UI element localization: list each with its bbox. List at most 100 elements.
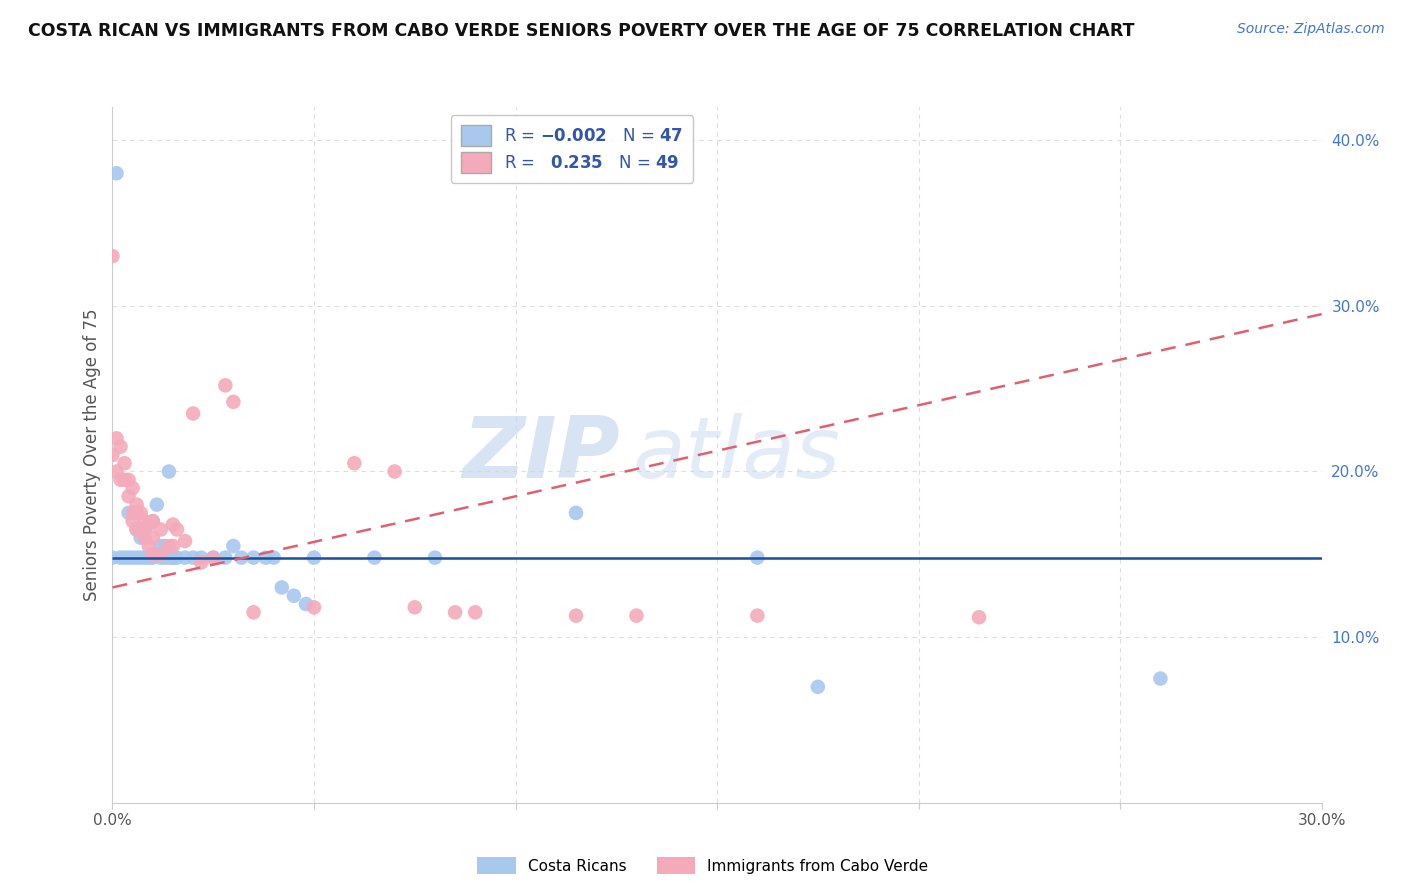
Point bbox=[423, 550, 446, 565]
Point bbox=[117, 489, 139, 503]
Point bbox=[134, 523, 156, 537]
Point bbox=[114, 456, 136, 470]
Point bbox=[138, 550, 160, 565]
Legend: Costa Ricans, Immigrants from Cabo Verde: Costa Ricans, Immigrants from Cabo Verde bbox=[471, 851, 935, 880]
Y-axis label: Seniors Poverty Over the Age of 75: Seniors Poverty Over the Age of 75 bbox=[83, 309, 101, 601]
Point bbox=[110, 550, 132, 565]
Point bbox=[105, 465, 128, 479]
Point bbox=[153, 539, 176, 553]
Point bbox=[105, 431, 128, 445]
Point bbox=[565, 608, 588, 623]
Point bbox=[121, 514, 143, 528]
Point bbox=[565, 506, 588, 520]
Point bbox=[138, 539, 160, 553]
Point bbox=[1149, 672, 1171, 686]
Point bbox=[101, 249, 124, 263]
Point bbox=[231, 550, 253, 565]
Point bbox=[117, 473, 139, 487]
Point bbox=[125, 550, 148, 565]
Point bbox=[117, 550, 139, 565]
Point bbox=[363, 550, 385, 565]
Text: Source: ZipAtlas.com: Source: ZipAtlas.com bbox=[1237, 22, 1385, 37]
Point bbox=[162, 550, 184, 565]
Point bbox=[807, 680, 830, 694]
Point bbox=[114, 550, 136, 565]
Point bbox=[125, 498, 148, 512]
Point bbox=[105, 166, 128, 180]
Point bbox=[114, 473, 136, 487]
Point bbox=[190, 550, 212, 565]
Point bbox=[222, 395, 245, 409]
Point bbox=[101, 550, 124, 565]
Legend: R = $\mathbf{-0.002}$   N = $\mathbf{47}$, R =   $\mathbf{0.235}$   N = $\mathbf: R = $\mathbf{-0.002}$ N = $\mathbf{47}$,… bbox=[451, 115, 693, 183]
Point bbox=[747, 608, 769, 623]
Point bbox=[129, 531, 152, 545]
Point bbox=[202, 550, 225, 565]
Point bbox=[295, 597, 318, 611]
Point bbox=[157, 539, 180, 553]
Point bbox=[162, 539, 184, 553]
Point bbox=[121, 506, 143, 520]
Point bbox=[343, 456, 366, 470]
Point bbox=[162, 517, 184, 532]
Point bbox=[626, 608, 648, 623]
Point bbox=[149, 539, 172, 553]
Point bbox=[121, 550, 143, 565]
Point bbox=[302, 600, 325, 615]
Point bbox=[110, 473, 132, 487]
Point bbox=[125, 506, 148, 520]
Point bbox=[142, 550, 165, 565]
Point bbox=[134, 514, 156, 528]
Point bbox=[142, 531, 165, 545]
Point bbox=[166, 523, 188, 537]
Point bbox=[214, 550, 236, 565]
Point bbox=[110, 440, 132, 454]
Text: ZIP: ZIP bbox=[463, 413, 620, 497]
Point bbox=[747, 550, 769, 565]
Point bbox=[444, 605, 467, 619]
Point bbox=[153, 550, 176, 565]
Point bbox=[142, 547, 165, 561]
Point bbox=[242, 605, 264, 619]
Point bbox=[174, 534, 197, 549]
Point bbox=[302, 550, 325, 565]
Point bbox=[157, 550, 180, 565]
Point bbox=[222, 539, 245, 553]
Point bbox=[138, 517, 160, 532]
Point bbox=[283, 589, 305, 603]
Point bbox=[214, 378, 236, 392]
Point bbox=[404, 600, 426, 615]
Point bbox=[125, 523, 148, 537]
Point bbox=[129, 523, 152, 537]
Point bbox=[134, 550, 156, 565]
Point bbox=[134, 531, 156, 545]
Point bbox=[125, 523, 148, 537]
Point bbox=[967, 610, 990, 624]
Point bbox=[121, 481, 143, 495]
Point bbox=[263, 550, 285, 565]
Point bbox=[202, 550, 225, 565]
Point bbox=[101, 448, 124, 462]
Point bbox=[157, 465, 180, 479]
Text: atlas: atlas bbox=[633, 413, 841, 497]
Point bbox=[242, 550, 264, 565]
Point bbox=[117, 506, 139, 520]
Point bbox=[174, 550, 197, 565]
Point bbox=[384, 465, 406, 479]
Point bbox=[464, 605, 486, 619]
Point bbox=[129, 506, 152, 520]
Point bbox=[142, 514, 165, 528]
Point bbox=[146, 498, 169, 512]
Point bbox=[142, 514, 165, 528]
Point bbox=[181, 550, 204, 565]
Point bbox=[149, 550, 172, 565]
Point bbox=[181, 407, 204, 421]
Point bbox=[190, 556, 212, 570]
Point bbox=[166, 550, 188, 565]
Point bbox=[270, 581, 292, 595]
Point bbox=[149, 523, 172, 537]
Point bbox=[149, 547, 172, 561]
Point bbox=[162, 550, 184, 565]
Point bbox=[129, 550, 152, 565]
Point bbox=[254, 550, 277, 565]
